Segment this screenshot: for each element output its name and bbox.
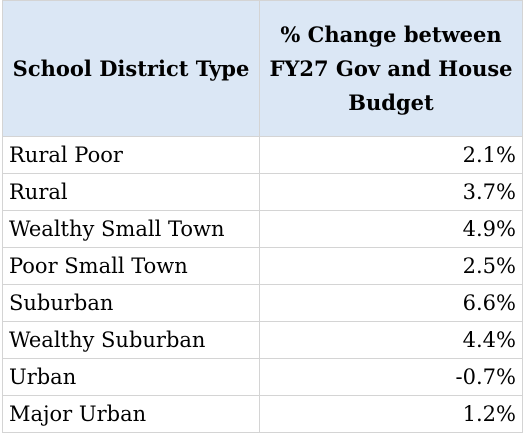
table-row: Wealthy Small Town 4.9% [2, 210, 523, 248]
district-type-cell: Wealthy Small Town [2, 210, 260, 248]
percent-change-cell: 4.9% [259, 210, 523, 248]
district-type-cell: Suburban [2, 284, 260, 322]
percent-change-cell: 6.6% [259, 284, 523, 322]
percent-change-cell: 4.4% [259, 321, 523, 359]
percent-change-cell: 1.2% [259, 395, 523, 433]
district-type-cell: Urban [2, 358, 260, 396]
table-row: Rural Poor 2.1% [2, 136, 523, 174]
table-row: Poor Small Town 2.5% [2, 247, 523, 285]
percent-change-cell: -0.7% [259, 358, 523, 396]
district-type-cell: Major Urban [2, 395, 260, 433]
percent-change-cell: 2.1% [259, 136, 523, 174]
header-row: School District Type % Change between FY… [2, 0, 523, 137]
district-type-cell: Rural [2, 173, 260, 211]
header-district-type: School District Type [2, 0, 260, 137]
table-row: Suburban 6.6% [2, 284, 523, 322]
district-type-cell: Poor Small Town [2, 247, 260, 285]
district-change-table: School District Type % Change between FY… [2, 0, 523, 433]
table-row: Wealthy Suburban 4.4% [2, 321, 523, 359]
percent-change-cell: 2.5% [259, 247, 523, 285]
table-row: Urban -0.7% [2, 358, 523, 396]
district-type-cell: Wealthy Suburban [2, 321, 260, 359]
percent-change-cell: 3.7% [259, 173, 523, 211]
district-type-cell: Rural Poor [2, 136, 260, 174]
table-row: Major Urban 1.2% [2, 395, 523, 433]
header-percent-change: % Change between FY27 Gov and House Budg… [259, 0, 523, 137]
table-row: Rural 3.7% [2, 173, 523, 211]
